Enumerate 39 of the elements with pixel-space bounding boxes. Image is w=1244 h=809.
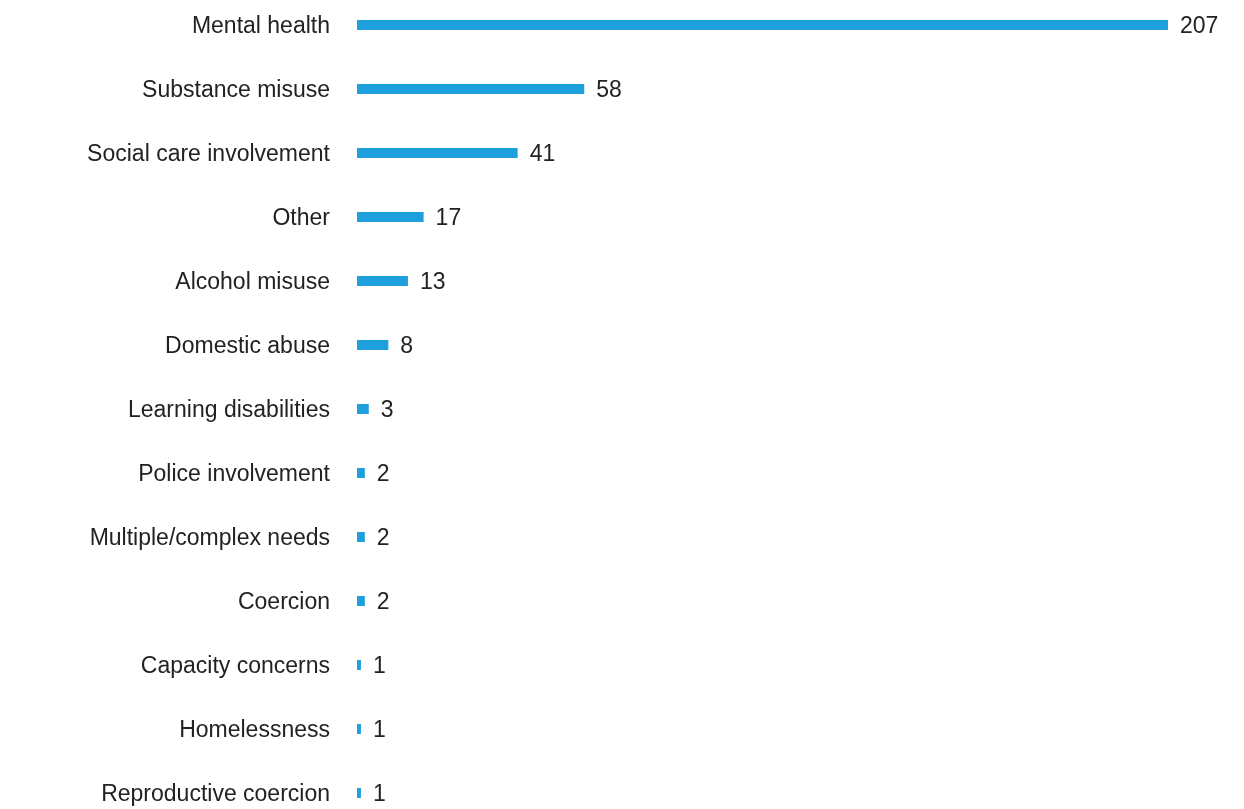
bar	[357, 212, 424, 222]
y-tick-label: Police involvement	[138, 460, 331, 487]
y-tick-label: Homelessness	[179, 716, 330, 743]
bar	[357, 20, 1168, 30]
data-label: 1	[372, 716, 386, 743]
bar	[357, 660, 361, 670]
data-label: 2	[376, 588, 390, 615]
data-label: 1	[372, 652, 386, 679]
y-tick-label: Mental health	[191, 12, 330, 39]
y-tick-label: Capacity concerns	[140, 652, 330, 679]
y-tick-label: Coercion	[237, 588, 330, 615]
data-label: 3	[380, 396, 394, 423]
y-tick-label: Social care involvement	[87, 140, 331, 167]
bar	[357, 724, 361, 734]
bar	[357, 468, 365, 478]
y-tick-label: Multiple/complex needs	[89, 524, 330, 551]
data-label: 8	[400, 332, 414, 359]
bar	[357, 340, 389, 350]
bar	[357, 532, 365, 542]
data-label: 2	[376, 524, 390, 551]
y-tick-label: Alcohol misuse	[175, 268, 330, 295]
data-label: 2	[376, 460, 390, 487]
y-tick-label: Reproductive coercion	[101, 780, 330, 807]
bar	[357, 596, 365, 606]
data-label: 1	[372, 780, 386, 807]
bar	[357, 84, 585, 94]
data-label: 41	[529, 140, 556, 167]
y-tick-label: Learning disabilities	[127, 396, 330, 423]
data-label: 13	[419, 268, 446, 295]
bar	[357, 276, 408, 286]
y-tick-label: Substance misuse	[142, 76, 330, 103]
data-label: 207	[1180, 12, 1219, 39]
data-label: 58	[596, 76, 622, 103]
bar	[357, 788, 361, 798]
data-label: 17	[435, 204, 462, 231]
y-tick-label: Domestic abuse	[165, 332, 330, 359]
bar	[357, 404, 369, 414]
y-tick-label: Other	[272, 204, 331, 231]
bar	[357, 148, 518, 158]
